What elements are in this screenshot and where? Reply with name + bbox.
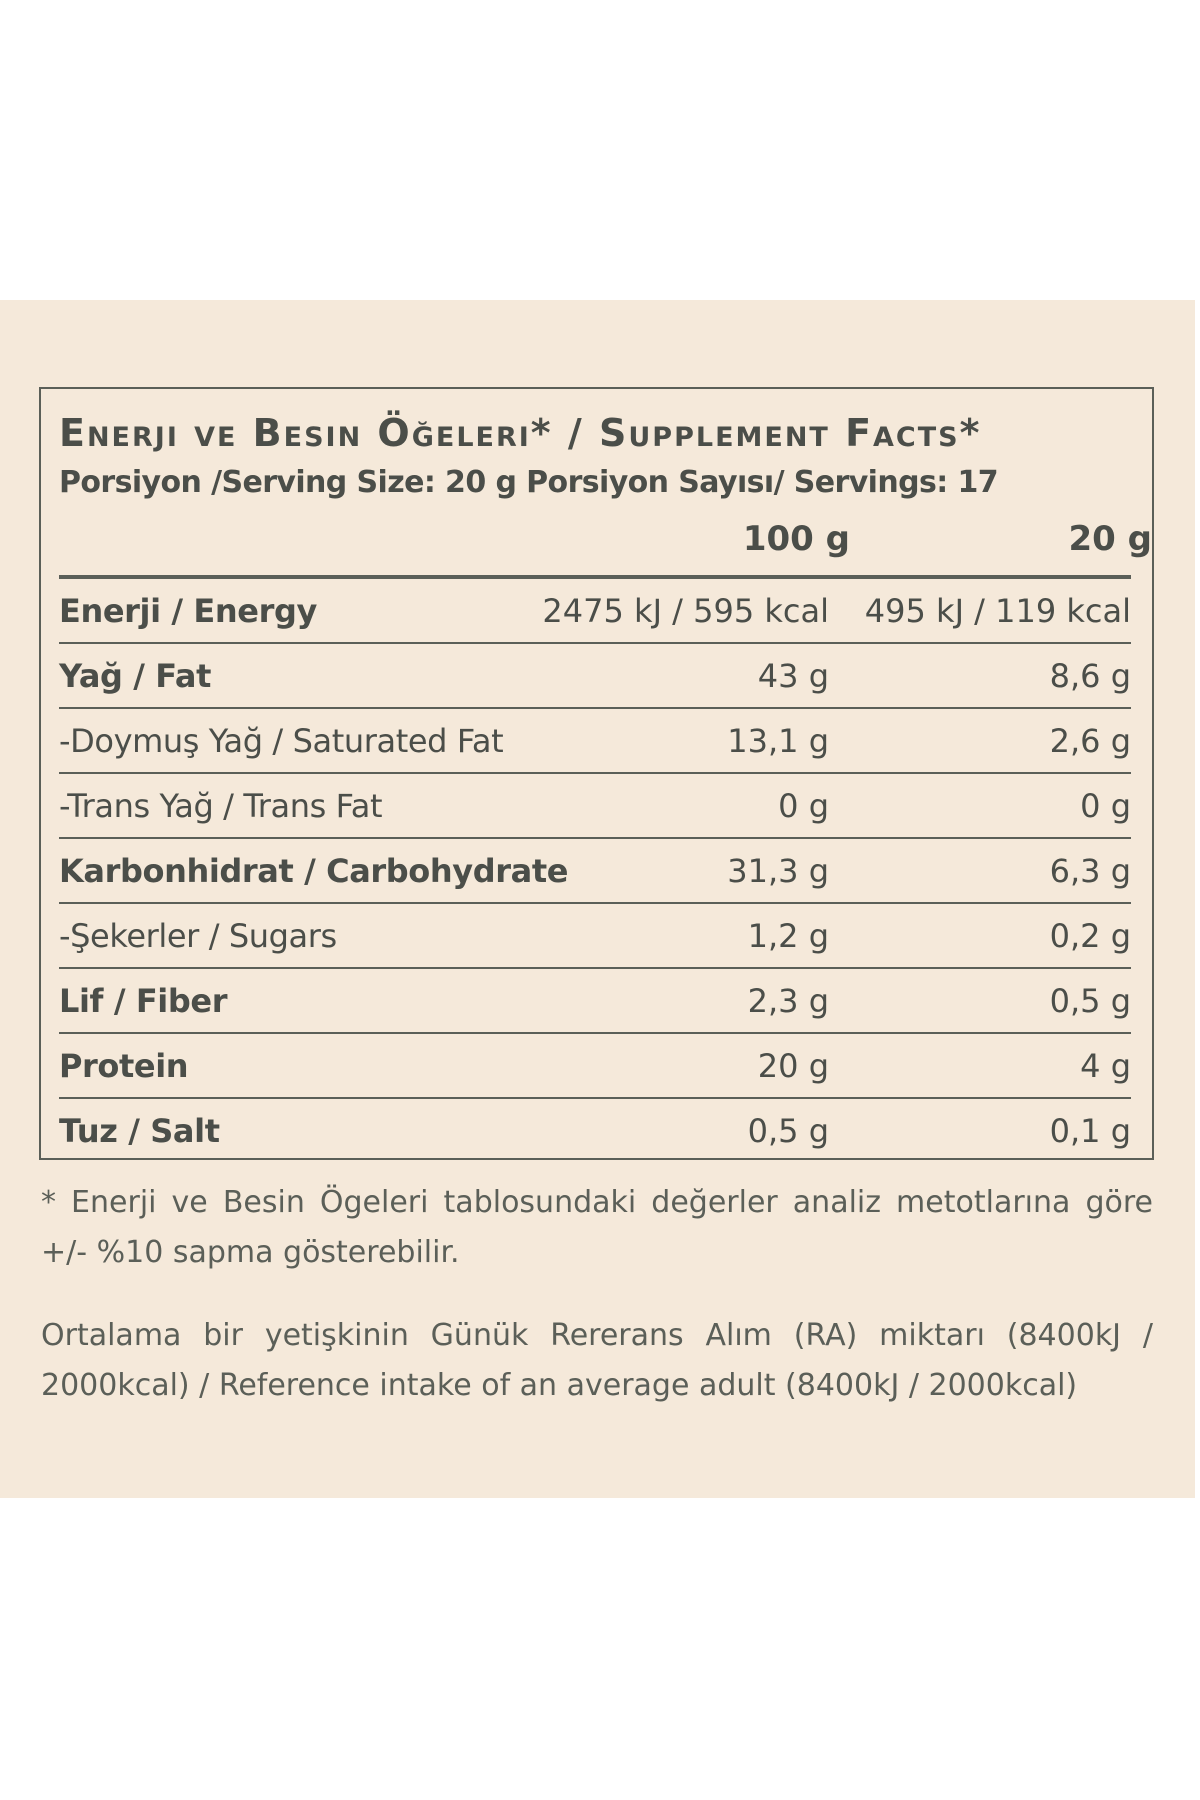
value-per-100g: 1,2 g: [747, 917, 829, 955]
nutrient-label: Enerji / Energy: [59, 592, 317, 630]
nutrient-row-protein: Protein 20 g 4 g: [59, 1034, 1131, 1099]
nutrient-label: Tuz / Salt: [59, 1112, 220, 1150]
value-per-100g: 31,3 g: [727, 852, 829, 890]
nutrient-label: Lif / Fiber: [59, 982, 228, 1020]
nutrient-row-salt: Tuz / Salt 0,5 g 0,1 g: [59, 1099, 1131, 1162]
value-per-serving: 6,3 g: [1049, 852, 1131, 890]
value-per-100g: 2,3 g: [747, 982, 829, 1020]
facts-title: Enerji ve Besin Öğeleri* / Supplement Fa…: [59, 411, 982, 455]
nutrient-row-trans-fat: -Trans Yağ / Trans Fat 0 g 0 g: [59, 774, 1131, 839]
nutrient-label: Karbonhidrat / Carbohydrate: [59, 852, 569, 890]
nutrient-row-saturated-fat: -Doymuş Yağ / Saturated Fat 13,1 g 2,6 g: [59, 709, 1131, 774]
value-per-serving: 4 g: [1080, 1047, 1131, 1085]
nutrient-row-energy: Enerji / Energy 2475 kJ / 595 kcal 495 k…: [59, 579, 1131, 644]
nutrient-row-fat: Yağ / Fat 43 g 8,6 g: [59, 644, 1131, 709]
value-per-serving: 495 kJ / 119 kcal: [864, 592, 1131, 630]
value-per-serving: 2,6 g: [1049, 722, 1131, 760]
nutrient-label: Protein: [59, 1047, 189, 1085]
nutrient-label: -Trans Yağ / Trans Fat: [59, 787, 383, 825]
value-per-serving: 8,6 g: [1049, 657, 1131, 695]
value-per-100g: 0,5 g: [747, 1112, 829, 1150]
nutrient-label: -Doymuş Yağ / Saturated Fat: [59, 722, 504, 760]
column-header-20g: 20 g: [1068, 519, 1153, 559]
value-per-100g: 2475 kJ / 595 kcal: [542, 592, 829, 630]
nutrient-row-carbohydrate: Karbonhidrat / Carbohydrate 31,3 g 6,3 g: [59, 839, 1131, 904]
value-per-serving: 0,1 g: [1049, 1112, 1131, 1150]
nutrient-row-sugars: -Şekerler / Sugars 1,2 g 0,2 g: [59, 904, 1131, 969]
value-per-100g: 20 g: [757, 1047, 829, 1085]
label-panel: Enerji ve Besin Öğeleri* / Supplement Fa…: [0, 300, 1195, 1498]
supplement-facts-box: Enerji ve Besin Öğeleri* / Supplement Fa…: [39, 387, 1154, 1160]
serving-info: Porsiyon /Serving Size: 20 g Porsiyon Sa…: [59, 465, 999, 500]
nutrient-label: -Şekerler / Sugars: [59, 917, 337, 955]
value-per-100g: 13,1 g: [727, 722, 829, 760]
value-per-serving: 0,5 g: [1049, 982, 1131, 1020]
nutrient-table: Enerji / Energy 2475 kJ / 595 kcal 495 k…: [59, 575, 1131, 1162]
nutrient-row-fiber: Lif / Fiber 2,3 g 0,5 g: [59, 969, 1131, 1034]
nutrient-label: Yağ / Fat: [59, 657, 211, 695]
value-per-100g: 43 g: [757, 657, 829, 695]
column-header-100g: 100 g: [742, 519, 850, 559]
value-per-100g: 0 g: [778, 787, 829, 825]
deviation-note: * Enerji ve Besin Ögeleri tablosundaki d…: [41, 1185, 1153, 1270]
value-per-serving: 0 g: [1080, 787, 1131, 825]
reference-intake-note: Ortalama bir yetişkinin Günük Rererans A…: [41, 1318, 1153, 1403]
value-per-serving: 0,2 g: [1049, 917, 1131, 955]
